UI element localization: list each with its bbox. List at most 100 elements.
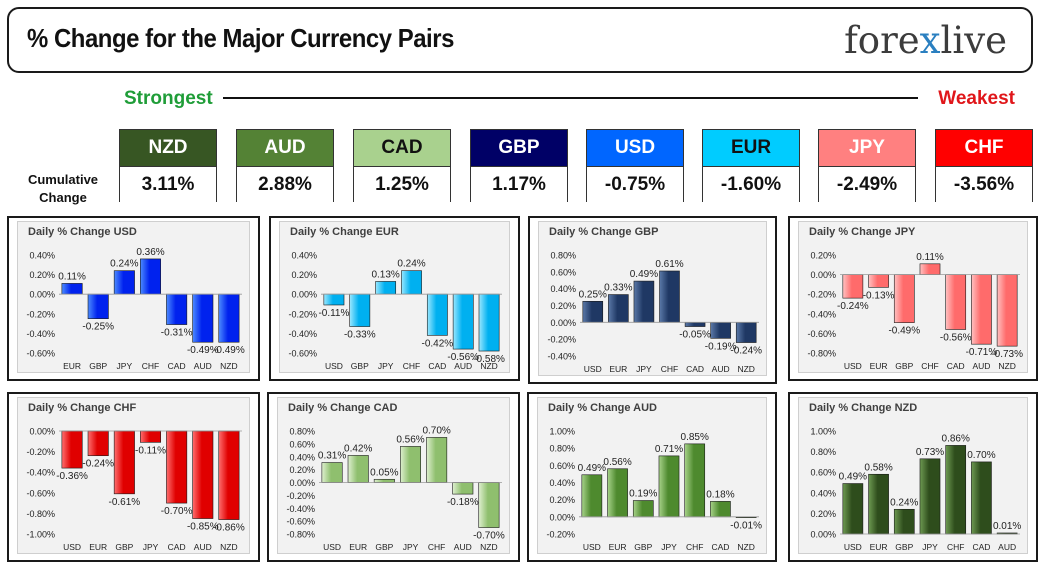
data-label: 0.24%: [397, 259, 425, 270]
bar-eur: [868, 473, 889, 535]
chart-plot-background: [277, 397, 510, 554]
currency-box-nzd: NZD 3.11%: [119, 129, 217, 203]
x-tick-label: GBP: [375, 542, 393, 552]
bar-nzd: [478, 293, 500, 352]
chart-panel-nzd: Daily % Change NZD 1.00% 0.80% 0.60% 0.40% 0.…: [788, 392, 1038, 562]
x-tick-label: JPY: [922, 542, 938, 552]
bar-aud: [192, 430, 214, 519]
y-tick-label: 0.60%: [550, 267, 576, 277]
data-label: -0.71%: [966, 347, 998, 358]
bar-chart: Daily % Change EUR0.40%0.20%0.00%-0.20%-…: [288, 226, 505, 371]
currency-name: EUR: [703, 130, 799, 167]
y-tick-label: -0.40%: [286, 504, 315, 514]
cumulative-change-value: -0.75%: [587, 167, 683, 203]
data-label: 0.49%: [578, 463, 606, 474]
y-tick-label: 0.40%: [810, 488, 836, 498]
bar-jpy: [658, 455, 680, 518]
data-label: -0.24%: [82, 459, 114, 470]
bar-cad: [971, 461, 992, 535]
y-tick-label: -0.40%: [26, 329, 55, 339]
x-tick-label: CAD: [686, 364, 704, 374]
data-label: -0.49%: [213, 345, 245, 356]
data-label: 0.31%: [318, 451, 346, 462]
chart-panel-jpy: Daily % Change JPY 0.20% 0.00% -0.20% -0.40%…: [788, 216, 1038, 381]
y-tick-label: -0.60%: [288, 349, 317, 359]
y-tick-label: -0.20%: [286, 491, 315, 501]
y-tick-label: 0.40%: [289, 452, 315, 462]
x-tick-label: NZD: [220, 361, 237, 371]
y-tick-label: 0.80%: [810, 447, 836, 457]
data-label: -0.05%: [679, 330, 711, 341]
data-label: 0.56%: [603, 457, 631, 468]
bar-eur: [347, 455, 369, 483]
x-tick-label: CHF: [947, 542, 964, 552]
currency-box-cad: CAD 1.25%: [353, 129, 451, 203]
chart-panel-aud: Daily % Change AUD 1.00% 0.80% 0.60% 0.40% 0.…: [527, 392, 777, 562]
y-tick-label: -0.20%: [26, 447, 55, 457]
cumulative-change-value: 2.88%: [237, 167, 333, 203]
y-tick-label: 0.20%: [291, 270, 317, 280]
data-label: 0.71%: [655, 444, 683, 455]
bar-usd: [321, 462, 343, 483]
strongest-label: Strongest: [124, 88, 213, 109]
bar-chf: [945, 445, 967, 535]
x-tick-label: EUR: [609, 364, 627, 374]
bar-usd: [582, 300, 604, 323]
x-tick-label: EUR: [870, 542, 888, 552]
data-label: -0.85%: [187, 522, 219, 533]
x-tick-label: GBP: [895, 361, 913, 371]
data-label: 0.70%: [967, 450, 995, 461]
x-tick-label: USD: [583, 542, 601, 552]
data-label: 0.70%: [422, 425, 450, 436]
bar-gbp: [632, 500, 654, 518]
bar-cad: [684, 322, 706, 327]
bar-chf: [919, 263, 941, 275]
chart-title: Daily % Change EUR: [290, 226, 399, 238]
bar-chart: Daily % Change CAD0.80%0.60%0.40%0.20%0.…: [286, 402, 504, 552]
y-tick-label: -0.60%: [26, 349, 55, 359]
bar-usd: [581, 474, 603, 518]
x-tick-label: NZD: [480, 361, 497, 371]
data-label: -0.58%: [473, 354, 505, 365]
data-label: -0.24%: [837, 301, 869, 312]
bar-aud: [710, 322, 731, 339]
x-tick-label: CHF: [921, 361, 938, 371]
y-tick-label: -0.60%: [26, 488, 55, 498]
bar-eur: [61, 283, 83, 295]
y-tick-label: 0.40%: [549, 478, 575, 488]
data-label: -0.73%: [991, 349, 1023, 360]
y-tick-label: 0.20%: [550, 301, 576, 311]
data-label: 0.18%: [706, 489, 734, 500]
bar-cad: [166, 293, 188, 325]
x-tick-label: CHF: [686, 542, 703, 552]
y-tick-label: -0.80%: [26, 509, 55, 519]
data-label: 0.13%: [371, 269, 399, 280]
data-label: -0.49%: [888, 326, 920, 337]
bar-usd: [842, 274, 864, 299]
data-label: 0.24%: [890, 497, 918, 508]
bar-cad: [166, 430, 188, 504]
bar-gbp: [893, 508, 915, 535]
x-tick-label: CAD: [947, 361, 965, 371]
bar-eur: [608, 294, 629, 323]
y-tick-label: 0.20%: [29, 270, 55, 280]
chart-plot-background: [537, 397, 767, 554]
currency-name: JPY: [819, 130, 915, 167]
data-label: 0.61%: [655, 259, 683, 270]
bar-chart: Daily % Change NZD1.00%0.80%0.60%0.40%0.…: [809, 402, 1021, 552]
cumulative-change-value: -3.56%: [936, 167, 1032, 203]
currency-box-usd: USD -0.75%: [586, 129, 684, 203]
y-tick-label: -0.60%: [286, 517, 315, 527]
data-label: -0.61%: [109, 497, 141, 508]
x-tick-label: JPY: [378, 361, 394, 371]
x-tick-label: CHF: [661, 364, 678, 374]
currency-box-aud: AUD 2.88%: [236, 129, 334, 203]
x-tick-label: JPY: [636, 364, 652, 374]
bar-nzd: [996, 274, 1018, 347]
y-tick-label: 0.40%: [29, 251, 55, 261]
currency-box-eur: EUR -1.60%: [702, 129, 800, 203]
x-tick-label: AUD: [194, 361, 212, 371]
chart-title: Daily % Change JPY: [809, 226, 916, 238]
x-tick-label: NZD: [737, 364, 754, 374]
bar-chart: Daily % Change CHF 0.00% -0.20% -0.40% -0.60…: [26, 402, 244, 552]
